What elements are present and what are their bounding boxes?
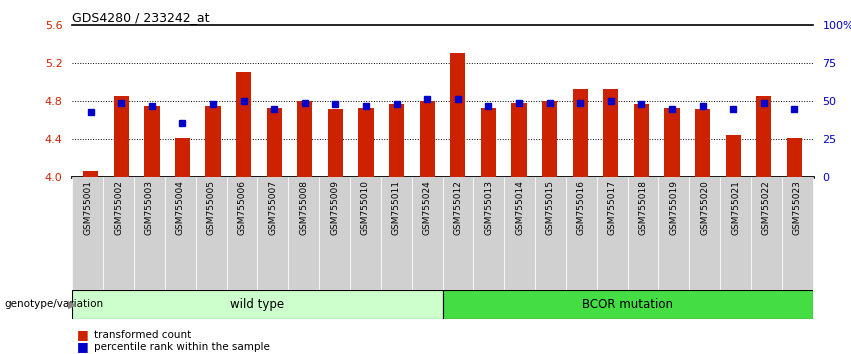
Text: GSM755014: GSM755014 bbox=[515, 181, 524, 235]
Bar bbox=[205, 105, 220, 177]
Bar bbox=[720, 177, 751, 290]
Text: GSM755006: GSM755006 bbox=[237, 181, 247, 235]
Text: GSM755021: GSM755021 bbox=[731, 181, 740, 235]
Bar bbox=[226, 177, 257, 290]
Bar bbox=[134, 177, 165, 290]
Text: GSM755018: GSM755018 bbox=[638, 181, 648, 235]
Text: GSM755019: GSM755019 bbox=[670, 181, 678, 235]
Text: GSM755004: GSM755004 bbox=[176, 181, 185, 235]
Bar bbox=[266, 108, 282, 177]
Bar bbox=[695, 108, 711, 177]
Bar bbox=[659, 177, 689, 290]
Bar bbox=[380, 177, 412, 290]
Bar bbox=[257, 177, 288, 290]
Bar bbox=[72, 177, 103, 290]
Text: GSM755001: GSM755001 bbox=[83, 181, 92, 235]
Text: transformed count: transformed count bbox=[94, 330, 191, 339]
Bar bbox=[665, 108, 680, 177]
Text: ■: ■ bbox=[77, 341, 89, 353]
Bar bbox=[726, 135, 741, 177]
Bar bbox=[328, 108, 343, 177]
Text: ■: ■ bbox=[77, 328, 89, 341]
Bar bbox=[350, 177, 380, 290]
Bar bbox=[174, 138, 190, 177]
Text: GSM755008: GSM755008 bbox=[300, 181, 308, 235]
Bar bbox=[83, 171, 99, 177]
Bar bbox=[236, 72, 251, 177]
Text: GSM755022: GSM755022 bbox=[762, 181, 771, 235]
Bar bbox=[443, 177, 473, 290]
Bar bbox=[450, 53, 465, 177]
Bar bbox=[412, 177, 443, 290]
Bar bbox=[473, 177, 504, 290]
Text: GSM755013: GSM755013 bbox=[484, 181, 494, 235]
Text: genotype/variation: genotype/variation bbox=[4, 299, 103, 309]
Text: GSM755015: GSM755015 bbox=[546, 181, 555, 235]
Text: GDS4280 / 233242_at: GDS4280 / 233242_at bbox=[72, 11, 210, 24]
Text: GSM755017: GSM755017 bbox=[608, 181, 617, 235]
Bar bbox=[389, 104, 404, 177]
Text: GSM755023: GSM755023 bbox=[793, 181, 802, 235]
Bar bbox=[689, 177, 720, 290]
Text: GSM755010: GSM755010 bbox=[361, 181, 370, 235]
Bar bbox=[114, 96, 129, 177]
Bar bbox=[627, 177, 659, 290]
Bar bbox=[751, 177, 782, 290]
Bar bbox=[603, 90, 619, 177]
Text: ▶: ▶ bbox=[68, 299, 77, 309]
Text: GSM755002: GSM755002 bbox=[114, 181, 123, 235]
Bar bbox=[144, 105, 159, 177]
Text: GSM755007: GSM755007 bbox=[268, 181, 277, 235]
Bar bbox=[573, 90, 588, 177]
Text: GSM755024: GSM755024 bbox=[423, 181, 431, 235]
Text: GSM755012: GSM755012 bbox=[454, 181, 462, 235]
Text: BCOR mutation: BCOR mutation bbox=[582, 298, 673, 311]
Bar bbox=[165, 177, 196, 290]
Bar bbox=[535, 177, 566, 290]
Bar bbox=[504, 177, 535, 290]
Bar bbox=[72, 290, 443, 319]
Bar bbox=[786, 138, 802, 177]
Bar bbox=[756, 96, 771, 177]
Bar bbox=[511, 103, 527, 177]
Bar bbox=[297, 101, 312, 177]
Bar bbox=[443, 290, 813, 319]
Bar bbox=[319, 177, 350, 290]
Bar bbox=[634, 104, 649, 177]
Bar bbox=[566, 177, 597, 290]
Text: GSM755005: GSM755005 bbox=[207, 181, 215, 235]
Bar bbox=[358, 108, 374, 177]
Text: GSM755009: GSM755009 bbox=[330, 181, 339, 235]
Bar bbox=[542, 101, 557, 177]
Text: wild type: wild type bbox=[231, 298, 284, 311]
Text: percentile rank within the sample: percentile rank within the sample bbox=[94, 342, 270, 352]
Bar bbox=[288, 177, 319, 290]
Text: GSM755016: GSM755016 bbox=[577, 181, 585, 235]
Bar bbox=[481, 108, 496, 177]
Text: GSM755020: GSM755020 bbox=[700, 181, 709, 235]
Bar bbox=[420, 101, 435, 177]
Bar bbox=[196, 177, 226, 290]
Text: GSM755011: GSM755011 bbox=[391, 181, 401, 235]
Bar bbox=[597, 177, 627, 290]
Bar bbox=[103, 177, 134, 290]
Bar bbox=[782, 177, 813, 290]
Text: GSM755003: GSM755003 bbox=[145, 181, 154, 235]
